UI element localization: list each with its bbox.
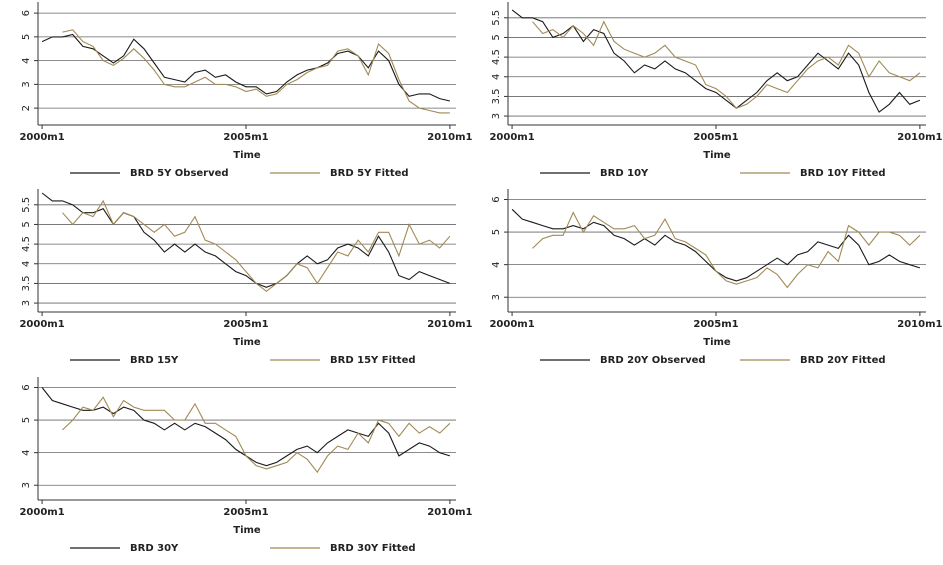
x-tick-label: 2010m1 [427, 319, 472, 330]
series-line [41, 33, 451, 102]
y-tick-label: 4 [21, 57, 32, 63]
x-tick-label: 2000m1 [19, 507, 64, 518]
y-tick-label: 5 [491, 229, 502, 235]
series-line [511, 208, 921, 282]
y-tick-label: 6 [21, 384, 32, 390]
y-tick-label: 4 [21, 449, 32, 455]
x-tick-label: 2010m1 [427, 132, 472, 143]
y-tick-label: 3.5 [491, 88, 502, 104]
x-tick-label: 2010m1 [897, 319, 942, 330]
series-line [532, 211, 921, 289]
legend-label: BRD 20Y Observed [600, 355, 706, 366]
y-tick-label: 3 [491, 294, 502, 300]
x-tick-label: 2000m1 [489, 319, 534, 330]
x-tick-label: 2010m1 [427, 507, 472, 518]
legend-label: BRD 5Y Observed [130, 168, 229, 179]
x-tick-label: 2000m1 [19, 132, 64, 143]
series-line [62, 29, 450, 114]
x-tick-label: 2005m1 [693, 132, 738, 143]
legend-label: BRD 10Y Fitted [800, 168, 886, 179]
y-tick-label: 6 [21, 10, 32, 16]
x-tick-label: 2005m1 [693, 319, 738, 330]
legend-label: BRD 30Y Fitted [330, 543, 416, 554]
series-line [62, 199, 451, 292]
y-tick-label: 5 [21, 417, 32, 423]
x-axis-title: Time [703, 337, 731, 348]
series-line [511, 9, 921, 113]
x-tick-label: 2000m1 [489, 132, 534, 143]
y-tick-label: 5 [491, 34, 502, 40]
y-tick-label: 5 [21, 221, 32, 227]
y-tick-label: 5.5 [21, 197, 32, 213]
x-axis-title: Time [233, 150, 261, 161]
x-tick-label: 2005m1 [223, 507, 268, 518]
series-line [41, 192, 451, 288]
legend-label: BRD 15Y Fitted [330, 355, 416, 366]
series-line [532, 20, 921, 109]
y-tick-label: 3.5 [21, 275, 32, 291]
y-tick-label: 4 [491, 261, 502, 267]
y-tick-label: 3 [21, 300, 32, 306]
y-tick-label: 4.5 [491, 49, 502, 65]
y-tick-label: 6 [491, 196, 502, 202]
y-tick-label: 3 [21, 482, 32, 488]
y-tick-label: 4.5 [21, 236, 32, 252]
x-axis-title: Time [233, 525, 261, 536]
x-tick-label: 2000m1 [19, 319, 64, 330]
legend-label: BRD 20Y Fitted [800, 355, 886, 366]
x-axis-title: Time [703, 150, 731, 161]
legend-label: BRD 30Y [130, 543, 179, 554]
y-tick-label: 3 [491, 113, 502, 119]
series-line [62, 396, 451, 474]
y-tick-label: 4 [491, 74, 502, 80]
y-tick-label: 5 [21, 34, 32, 40]
x-axis-title: Time [233, 337, 261, 348]
legend-label: BRD 10Y [600, 168, 649, 179]
y-tick-label: 4 [21, 261, 32, 267]
series-line [41, 387, 451, 467]
legend-label: BRD 5Y Fitted [330, 168, 409, 179]
y-tick-label: 2 [21, 105, 32, 111]
x-tick-label: 2010m1 [897, 132, 942, 143]
y-tick-label: 5.5 [491, 10, 502, 26]
x-tick-label: 2005m1 [223, 132, 268, 143]
legend-label: BRD 15Y [130, 355, 179, 366]
x-tick-label: 2005m1 [223, 319, 268, 330]
y-tick-label: 3 [21, 81, 32, 87]
